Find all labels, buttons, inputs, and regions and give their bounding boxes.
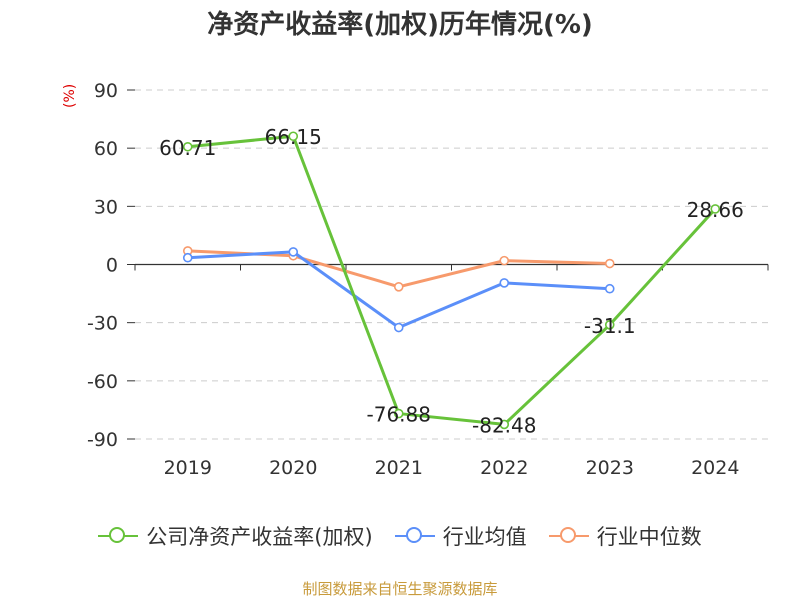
data-point — [499, 419, 510, 430]
legend-item-industry-median[interactable]: 行业中位数 — [548, 521, 702, 551]
x-tick-label: 2019 — [164, 457, 212, 479]
legend: 公司净资产收益率(加权) 行业均值 行业中位数 — [0, 521, 800, 551]
x-tick-label: 2020 — [269, 457, 317, 479]
y-tick-label: 0 — [106, 255, 118, 277]
data-point — [182, 252, 193, 263]
legend-label-industry-median: 行业中位数 — [596, 525, 702, 549]
data-point — [604, 319, 615, 330]
data-point — [499, 255, 510, 266]
data-label: 66.15 — [265, 125, 322, 149]
y-tick-label: -30 — [87, 313, 118, 335]
data-label: 60.71 — [159, 136, 216, 160]
series-line — [187, 134, 717, 426]
data-point — [288, 131, 299, 142]
legend-swatch-blue-icon — [394, 525, 435, 547]
x-tick-label: 2024 — [691, 457, 739, 479]
legend-swatch-green-icon — [98, 525, 139, 547]
data-point — [393, 408, 404, 419]
data-label: -82.48 — [472, 413, 536, 437]
legend-item-industry-mean[interactable]: 行业均值 — [394, 521, 527, 551]
x-tick-label: 2023 — [586, 457, 634, 479]
chart-title: 净资产收益率(加权)历年情况(%) — [207, 10, 593, 40]
y-tick-label: -60 — [87, 371, 118, 393]
y-tick-label: -90 — [87, 429, 118, 451]
data-point — [710, 204, 721, 214]
data-point — [393, 281, 404, 292]
legend-label-industry-mean: 行业均值 — [442, 525, 527, 549]
legend-item-company[interactable]: 公司净资产收益率(加权) — [98, 521, 373, 551]
data-source-note: 制图数据来自恒生聚源数据库 — [302, 580, 498, 598]
y-tick-label: 60 — [94, 138, 118, 160]
legend-label-company: 公司净资产收益率(加权) — [146, 525, 373, 549]
data-label: 28.66 — [687, 198, 744, 222]
x-tick-label: 2021 — [375, 457, 423, 479]
x-tick-label: 2022 — [480, 457, 528, 479]
y-axis-unit: (%) — [62, 83, 78, 108]
data-point — [499, 278, 510, 288]
data-point — [604, 283, 615, 294]
data-point — [393, 322, 404, 333]
data-point — [182, 141, 193, 152]
data-point — [288, 247, 299, 257]
data-label: -76.88 — [367, 403, 431, 427]
legend-swatch-orange-icon — [548, 525, 589, 547]
data-label: -31.1 — [584, 314, 636, 338]
series-line — [187, 249, 610, 289]
y-tick-label: 90 — [94, 80, 118, 102]
data-point — [604, 258, 615, 269]
y-tick-label: 30 — [94, 196, 118, 218]
